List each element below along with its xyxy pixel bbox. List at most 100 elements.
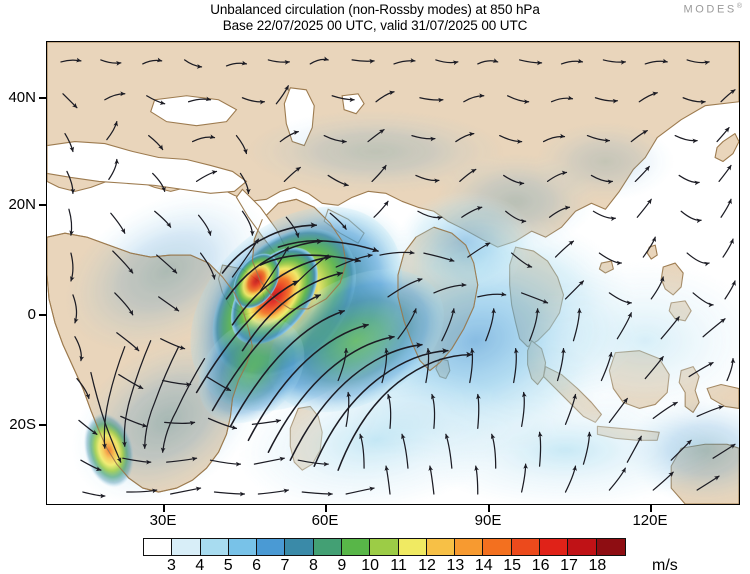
colorbar-cell-9 <box>398 539 427 555</box>
wind-arrow <box>461 206 483 218</box>
wind-arrow <box>528 308 540 342</box>
wind-arrow <box>241 97 265 105</box>
wind-arrow <box>118 373 144 390</box>
wind-arrow <box>351 59 375 64</box>
wind-arrow <box>393 58 416 65</box>
colorbar-tick-18: 18 <box>588 557 607 574</box>
wind-arrow <box>548 205 571 218</box>
wind-arrow <box>257 488 289 495</box>
ytick-label-40n: 40N <box>8 89 36 106</box>
wind-arrow <box>507 95 530 105</box>
ytick-label-20s: 20S <box>9 416 36 433</box>
shade-central-asia <box>246 109 506 194</box>
colorbar-tick-7: 7 <box>280 557 290 574</box>
wind-arrow <box>66 170 76 194</box>
wind-arrow <box>582 431 592 465</box>
wind-arrow <box>423 252 455 262</box>
wind-arrow <box>331 95 355 103</box>
wind-arrow <box>309 56 329 65</box>
xtick-label-60e: 60E <box>311 512 339 529</box>
wind-arrow <box>652 471 674 491</box>
wind-arrow <box>213 491 246 497</box>
wind-arrow <box>455 131 475 143</box>
colorbar-tick-16: 16 <box>531 557 550 574</box>
ytick-label-0: 0 <box>27 306 36 323</box>
colorbar-units-label: m/s <box>652 557 678 574</box>
wind-arrow <box>207 417 238 430</box>
wind-arrow <box>477 58 499 65</box>
wind-arrow <box>259 254 361 266</box>
wind-arrow <box>209 459 242 467</box>
wind-arrow <box>435 59 459 66</box>
wind-arrow <box>590 174 613 185</box>
figure-title-block: Unbalanced circulation (non-Rossby modes… <box>0 2 750 34</box>
shade-jet-upstream <box>198 317 305 424</box>
wind-arrow <box>112 250 134 274</box>
wind-arrow <box>564 280 585 300</box>
map-plot-area[interactable] <box>46 41 740 505</box>
wind-arrow <box>100 59 122 66</box>
wind-arrow <box>636 198 652 218</box>
wind-arrow <box>521 463 528 493</box>
colorbar-cell-14 <box>539 539 569 555</box>
colorbar-cell-10 <box>426 539 456 555</box>
wind-arrow <box>76 377 91 400</box>
wind-arrow <box>327 174 349 187</box>
wind-arrow <box>225 60 248 67</box>
wind-arrow <box>688 361 714 378</box>
wind-arrow <box>554 240 575 258</box>
wind-arrow <box>78 419 98 435</box>
wind-arrow <box>474 465 479 495</box>
wind-arrow <box>537 431 543 467</box>
shade-jet-core-max <box>233 253 280 309</box>
wind-arrow <box>225 238 323 300</box>
colorbar-cell-6 <box>313 539 342 555</box>
wind-arrow <box>459 168 477 183</box>
wind-arrow <box>126 488 158 494</box>
xtick-label-90e: 90E <box>474 512 502 529</box>
colorbar-cell-8 <box>370 539 399 555</box>
wind-arrow <box>572 308 582 342</box>
wind-arrow <box>397 308 417 340</box>
wind-arrow <box>608 397 628 423</box>
wind-arrow <box>231 254 331 326</box>
wind-arrow <box>718 164 732 183</box>
wind-arrow <box>608 292 632 306</box>
wind-arrow <box>600 352 613 382</box>
colorbar-cell-12 <box>483 539 512 555</box>
colorbar-cell-5 <box>285 539 314 555</box>
wind-arrow <box>379 250 415 256</box>
wind-arrow <box>64 132 75 153</box>
wind-arrow <box>686 252 710 267</box>
wind-arrow <box>560 58 584 65</box>
wind-arrow <box>297 459 329 467</box>
wind-arrow <box>146 95 166 105</box>
wind-arrow <box>170 486 202 495</box>
wind-arrow <box>712 443 736 459</box>
wind-arrow <box>467 242 491 258</box>
wind-arrow <box>191 134 216 143</box>
colorbar-tick-12: 12 <box>418 557 436 574</box>
wind-arrow <box>62 93 78 109</box>
wind-arrow <box>490 433 497 469</box>
wind-arrow <box>80 459 102 471</box>
shade-maritime-continent <box>525 261 739 421</box>
wind-arrow <box>373 200 389 218</box>
wind-arrow <box>674 134 698 144</box>
colorbar-cell-1 <box>172 539 201 555</box>
figure-subtitle: Base 22/07/2025 00 UTC, valid 31/07/2025… <box>222 18 528 33</box>
wind-arrow <box>626 435 642 463</box>
wind-arrow <box>277 239 379 253</box>
xtick-label-120e: 120E <box>632 512 668 529</box>
colorbar-tick-5: 5 <box>223 557 233 574</box>
wind-arrow <box>108 158 120 181</box>
colorbar-tick-10: 10 <box>361 557 380 574</box>
wind-arrow <box>102 346 126 449</box>
wind-arrow <box>652 401 678 419</box>
modes-logo-text: MODES <box>683 3 737 16</box>
ytick-mark-40n <box>39 97 46 99</box>
wind-arrow <box>586 134 610 143</box>
colorbar-tick-4: 4 <box>195 557 205 574</box>
wind-arrow <box>279 130 299 143</box>
wind-arrow <box>337 351 473 471</box>
